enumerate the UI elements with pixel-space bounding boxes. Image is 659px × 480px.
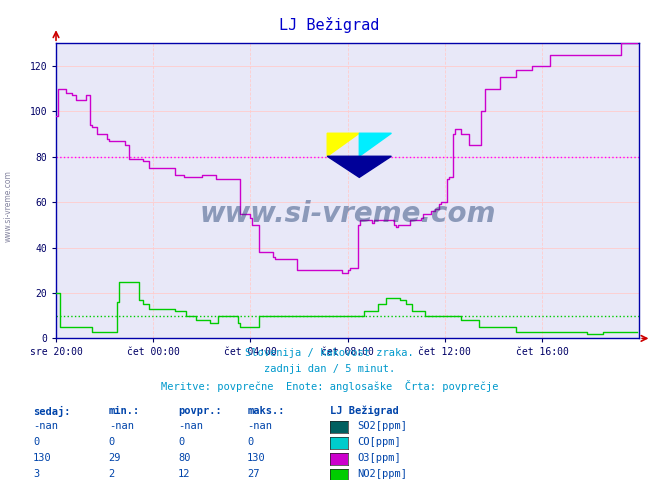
Text: 0: 0 [109, 437, 115, 447]
Text: www.si-vreme.com: www.si-vreme.com [200, 201, 496, 228]
Text: 0: 0 [178, 437, 184, 447]
Text: 2: 2 [109, 469, 115, 479]
Polygon shape [328, 156, 391, 178]
Polygon shape [359, 133, 391, 156]
Text: NO2[ppm]: NO2[ppm] [357, 469, 407, 479]
Text: 0: 0 [247, 437, 253, 447]
Text: 130: 130 [247, 453, 266, 463]
Text: -nan: -nan [109, 421, 134, 432]
Text: -nan: -nan [33, 421, 58, 432]
Text: 29: 29 [109, 453, 121, 463]
Text: 3: 3 [33, 469, 39, 479]
Text: zadnji dan / 5 minut.: zadnji dan / 5 minut. [264, 364, 395, 374]
Text: -nan: -nan [178, 421, 203, 432]
Text: -nan: -nan [247, 421, 272, 432]
Polygon shape [328, 133, 359, 156]
Text: www.si-vreme.com: www.si-vreme.com [3, 170, 13, 242]
Text: 80: 80 [178, 453, 190, 463]
Text: Meritve: povprečne  Enote: anglosaške  Črta: povprečje: Meritve: povprečne Enote: anglosaške Črt… [161, 380, 498, 392]
Text: min.:: min.: [109, 406, 140, 416]
Text: 0: 0 [33, 437, 39, 447]
Text: 12: 12 [178, 469, 190, 479]
Text: 27: 27 [247, 469, 260, 479]
Text: sedaj:: sedaj: [33, 406, 71, 417]
Text: CO[ppm]: CO[ppm] [357, 437, 401, 447]
Text: O3[ppm]: O3[ppm] [357, 453, 401, 463]
Text: Slovenija / kakovost zraka.: Slovenija / kakovost zraka. [245, 348, 414, 358]
Text: 130: 130 [33, 453, 51, 463]
Text: povpr.:: povpr.: [178, 406, 221, 416]
Text: LJ Bežigrad: LJ Bežigrad [330, 406, 398, 416]
Text: LJ Bežigrad: LJ Bežigrad [279, 17, 380, 33]
Text: maks.:: maks.: [247, 406, 285, 416]
Text: SO2[ppm]: SO2[ppm] [357, 421, 407, 432]
